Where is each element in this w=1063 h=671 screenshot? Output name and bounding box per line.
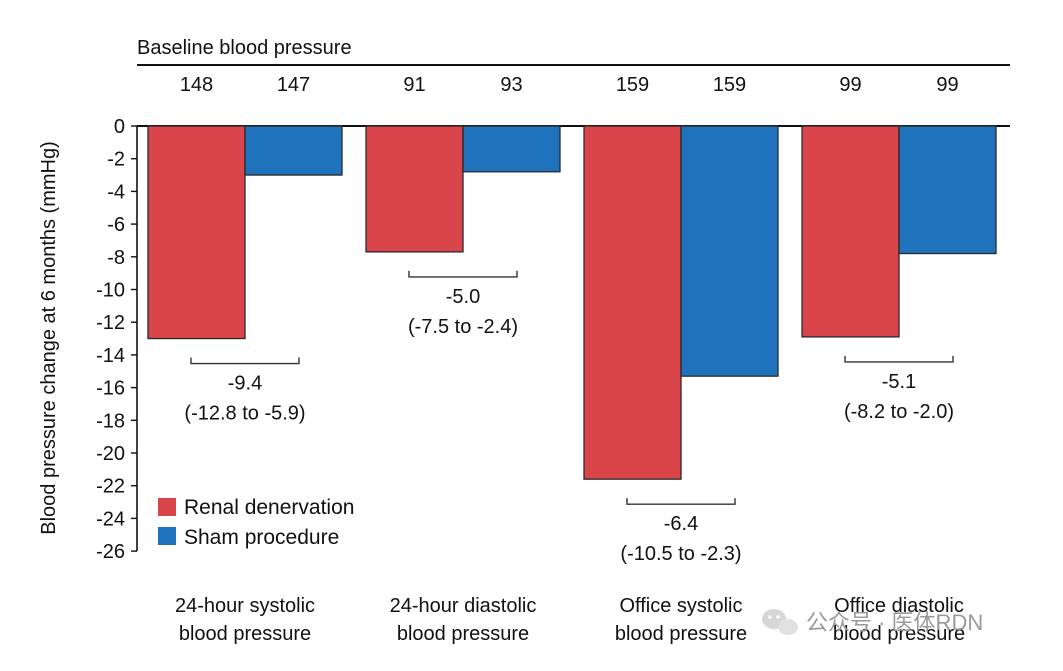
annotations: 148 147 91 93 159 159 99 99 -9.4 (-12.8 to -5.9) 2… — [175, 74, 965, 645]
difference-value: -5.0 — [446, 286, 480, 308]
y-tick-label: -8 — [107, 247, 125, 269]
category-label: Office systolic — [620, 595, 743, 617]
difference-bracket — [844, 355, 954, 363]
legend: Renal denervation Sham procedure — [158, 496, 354, 549]
legend-label-renal: Renal denervation — [184, 496, 354, 519]
category-label: blood pressure — [179, 623, 311, 645]
difference-value: -9.4 — [228, 373, 262, 395]
y-tick-label: -12 — [96, 312, 125, 334]
baseline-value: 147 — [277, 74, 310, 96]
baseline-value: 93 — [500, 74, 522, 96]
y-tick-label: -18 — [96, 410, 125, 432]
wechat-icon — [762, 609, 798, 635]
bars — [147, 125, 997, 480]
y-tick-label: -6 — [107, 214, 125, 236]
y-tick-label: 0 — [114, 116, 125, 138]
bar-renal — [801, 125, 900, 338]
bar-sham — [244, 125, 343, 176]
category-label: Office diastolic — [834, 595, 964, 617]
bar-sham — [462, 125, 561, 173]
category-label: blood pressure — [615, 623, 747, 645]
bar-renal — [583, 125, 682, 480]
baseline-value: 99 — [839, 74, 861, 96]
confidence-interval: (-12.8 to -5.9) — [184, 403, 305, 425]
legend-swatch-renal — [158, 498, 176, 516]
y-tick-label: -4 — [107, 181, 125, 203]
difference-value: -6.4 — [664, 513, 698, 535]
confidence-interval: (-8.2 to -2.0) — [844, 401, 954, 423]
y-axis-title: Blood pressure change at 6 months (mmHg) — [38, 141, 60, 535]
legend-label-sham: Sham procedure — [184, 526, 339, 549]
difference-bracket — [626, 498, 736, 505]
difference-bracket — [408, 270, 518, 278]
confidence-interval: (-10.5 to -2.3) — [620, 543, 741, 565]
category-label: 24-hour systolic — [175, 595, 315, 617]
baseline-value: 91 — [403, 74, 425, 96]
category-label: 24-hour diastolic — [390, 595, 537, 617]
y-tick-label: -24 — [96, 508, 125, 530]
y-tick-label: -16 — [96, 378, 125, 400]
y-tick-label: -14 — [96, 345, 125, 367]
y-tick-label: -20 — [96, 443, 125, 465]
y-tick-label: -22 — [96, 476, 125, 498]
category-label: blood pressure — [397, 623, 529, 645]
y-tick-label: -10 — [96, 280, 125, 302]
confidence-interval: (-7.5 to -2.4) — [408, 316, 518, 338]
watermark-text: 公众号 · 医体RDN — [806, 610, 983, 635]
watermark: 公众号 · 医体RDN — [762, 609, 983, 635]
bar-renal — [147, 125, 246, 340]
category-label: blood pressure — [833, 623, 965, 645]
bar-renal — [365, 125, 464, 253]
y-tick-label: -26 — [96, 541, 125, 563]
difference-value: -5.1 — [882, 371, 916, 393]
baseline-value: 159 — [616, 74, 649, 96]
baseline-title: Baseline blood pressure — [137, 37, 352, 59]
baseline-value: 99 — [936, 74, 958, 96]
baseline-value: 148 — [180, 74, 213, 96]
legend-swatch-sham — [158, 527, 176, 545]
bar-sham — [898, 125, 997, 255]
bar-sham — [680, 125, 779, 377]
baseline-value: 159 — [713, 74, 746, 96]
y-tick-label: -2 — [107, 149, 125, 171]
difference-bracket — [190, 357, 300, 365]
